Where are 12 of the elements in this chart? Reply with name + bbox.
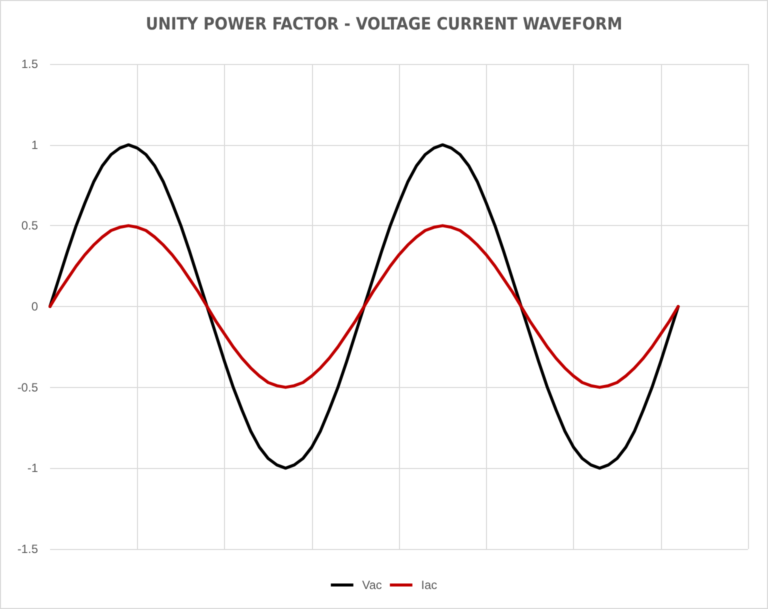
y-tick-label: 0 xyxy=(31,300,38,314)
y-tick-label: 1.5 xyxy=(21,57,38,71)
line-series xyxy=(48,224,680,389)
y-tick-label: -1.5 xyxy=(17,542,38,556)
y-tick-label: 1 xyxy=(31,138,38,152)
y-tick-label: 0.5 xyxy=(21,218,38,233)
chart-title: UNITY POWER FACTOR - VOLTAGE CURRENT WAVEFORM xyxy=(146,14,622,34)
legend-label: Vac xyxy=(362,578,382,592)
y-tick-label: -0.5 xyxy=(17,380,38,394)
legend-label: Iac xyxy=(421,578,438,592)
line-series xyxy=(48,143,680,470)
y-tick-label: -1 xyxy=(27,461,38,476)
